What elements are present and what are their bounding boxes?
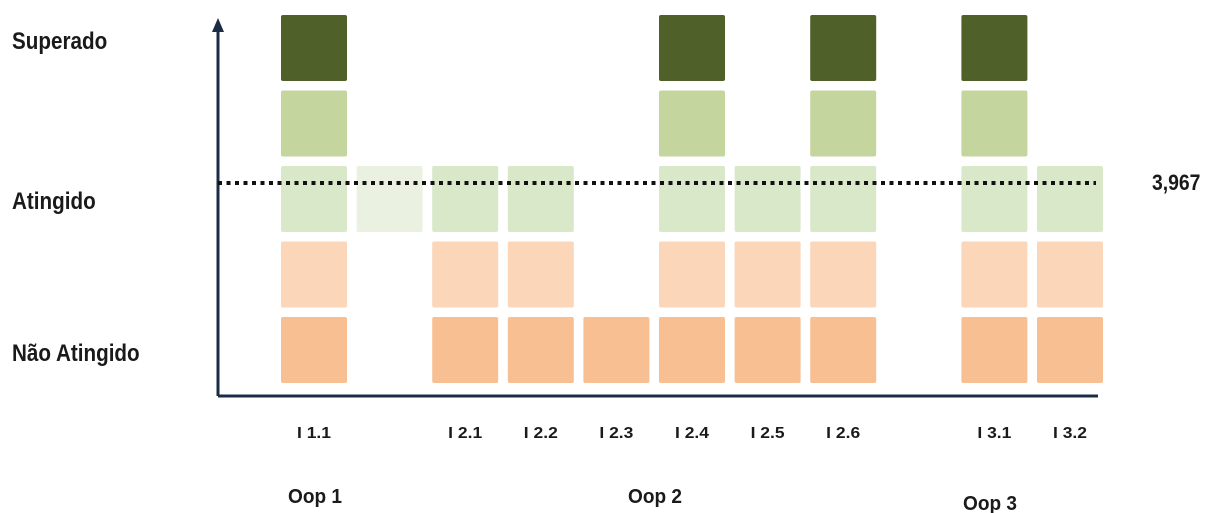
tick-label-I2-5: I 2.5 (751, 425, 785, 442)
cell-I3-1-level-5 (961, 15, 1028, 81)
cell-I3-1-level-2 (961, 241, 1028, 308)
cell-I2-2-level-2 (507, 241, 574, 308)
cell-I1-1-level-5 (281, 15, 347, 81)
cell-I2-5-level-3 (734, 166, 801, 232)
tick-label-I2-4: I 2.4 (675, 425, 709, 442)
tick-label-I3-1: I 3.1 (977, 425, 1011, 442)
tick-label-I1-1: I 1.1 (297, 425, 331, 442)
cell-I2-6-level-1 (810, 317, 877, 383)
cell-I2-2-level-1 (507, 317, 574, 383)
cell-I3-1-level-4 (961, 90, 1028, 157)
cell-I2-4-level-4 (659, 90, 725, 157)
group-label-oop-3: Oop 3 (963, 493, 1017, 513)
cell-I2-3-level-1 (583, 317, 650, 383)
cell-I3-1-level-1 (961, 317, 1028, 383)
cell-I2-4-level-1 (659, 317, 725, 383)
tick-label-I2-2: I 2.2 (524, 425, 558, 442)
cell-I2-6-level-5 (810, 15, 877, 81)
y-label-superado: Superado (12, 28, 108, 55)
cell-I2-6-level-4 (810, 90, 877, 157)
cell-I2-1-level-1 (432, 317, 499, 383)
y-axis-arrowhead (212, 18, 224, 32)
cell-I1-1-level-2 (281, 241, 347, 308)
cell-I1-1-level-1 (281, 317, 347, 383)
group-label-oop-2: Oop 2 (628, 486, 682, 508)
cell-I2-4-level-5 (659, 15, 725, 81)
tick-label-I2-1: I 2.1 (448, 425, 482, 442)
cell-I2-6-level-2 (810, 241, 877, 308)
y-label-atingido: Atingido (12, 188, 96, 215)
cell-I2-4-level-2 (659, 241, 725, 308)
cell-I2-2-level-3 (507, 166, 574, 232)
cell-I3-2-level-3 (1037, 166, 1103, 232)
tick-label-I2-6: I 2.6 (826, 425, 860, 442)
cell-I2-4-level-3 (659, 166, 725, 232)
group-label-oop-1: Oop 1 (288, 486, 342, 508)
tick-label-I3-2: I 3.2 (1053, 425, 1087, 442)
cell-I2-5-level-1 (734, 317, 801, 383)
tick-label-I2-3: I 2.3 (599, 425, 633, 442)
cell-I2-1-level-3 (432, 166, 499, 232)
cell-I2-6-level-3 (810, 166, 877, 232)
cell-I1-1-level-4 (281, 90, 347, 157)
cell-I1-1-level-3 (281, 166, 347, 232)
cell-blank-1-level-3 (356, 166, 423, 232)
y-label-nao-atingido: Não Atingido (12, 340, 140, 367)
cell-I3-2-level-2 (1037, 241, 1103, 308)
cell-I2-1-level-2 (432, 241, 499, 308)
cell-I3-1-level-3 (961, 166, 1028, 232)
reference-value-label: 3,967 (1152, 170, 1201, 195)
cell-I2-5-level-2 (734, 241, 801, 308)
cell-I3-2-level-1 (1037, 317, 1103, 383)
